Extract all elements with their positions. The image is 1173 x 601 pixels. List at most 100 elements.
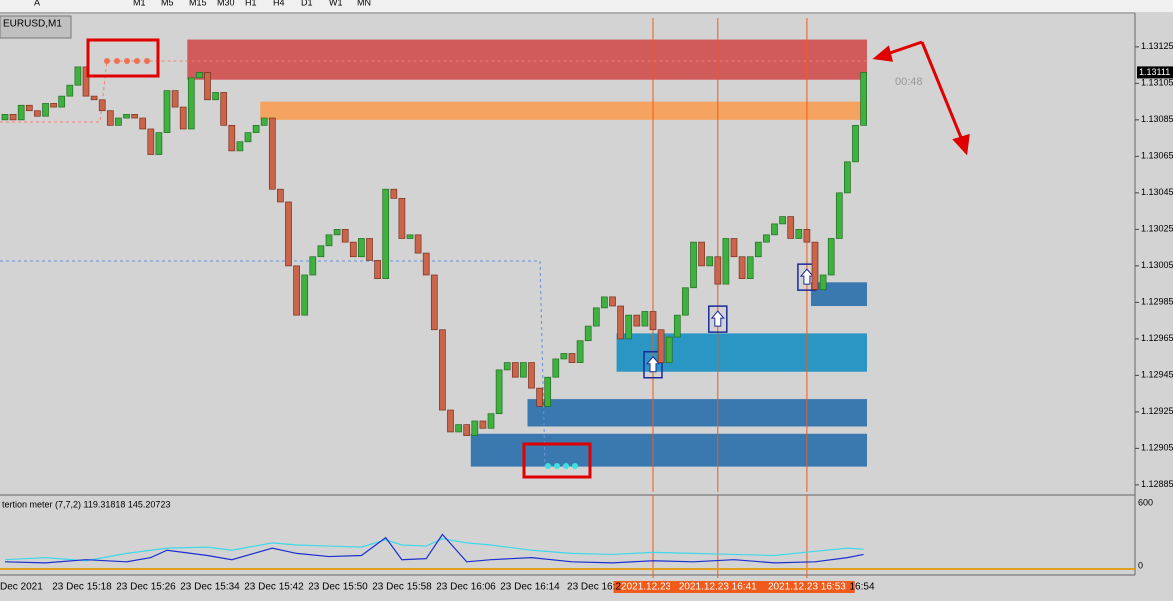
dots: [104, 58, 578, 469]
indicator: 0 600: [0, 497, 1153, 570]
candle-body: [503, 362, 511, 371]
candle-body: [285, 201, 292, 267]
candle-body: [601, 296, 608, 309]
candle-body: [738, 256, 746, 279]
candle-body: [196, 72, 203, 79]
candle-body: [349, 241, 357, 258]
y-tick-label: 1.12925: [1141, 406, 1173, 416]
candle-body: [722, 238, 730, 285]
candle-body: [430, 274, 438, 331]
y-tick-label: 1.13065: [1141, 151, 1173, 161]
candle-body: [771, 223, 778, 236]
candle-body: [406, 234, 414, 239]
candle-body: [252, 124, 260, 133]
y-tick-label: 1.13125: [1141, 41, 1173, 51]
candle-body: [139, 117, 147, 130]
candle-body: [98, 99, 106, 112]
price-box: [1137, 66, 1173, 79]
toolbar-item: D1: [301, 0, 313, 7]
candle-body: [325, 234, 333, 247]
indicator-line: [4, 533, 864, 564]
highlight-box: [86, 38, 160, 78]
candle-body: [665, 336, 673, 363]
arrows: [872, 40, 970, 156]
candle-body: [9, 114, 17, 121]
y-tick-label: 1.13045: [1141, 187, 1173, 197]
x-tick-label: 23 Dec 16:2: [567, 582, 621, 593]
x-tick-label: 23 Dec 15:42: [244, 582, 304, 593]
x-tick-label: 23 Dec 15:26: [116, 582, 176, 593]
dot: [134, 58, 140, 64]
candle-body: [706, 256, 714, 267]
candle-body: [528, 362, 535, 389]
candle-body: [131, 114, 138, 119]
candle-body: [228, 124, 236, 152]
candle-body: [641, 311, 649, 327]
candle-body: [187, 77, 195, 130]
zone: [527, 399, 867, 427]
dot: [563, 463, 569, 469]
candle-body: [82, 66, 90, 97]
candle-body: [819, 274, 827, 290]
candle-body: [147, 128, 155, 155]
candle-body: [617, 305, 624, 340]
dot: [124, 58, 130, 64]
y-tick-label: 1.12985: [1141, 297, 1173, 307]
candle-body: [268, 117, 276, 190]
toolbar-item: H4: [273, 0, 285, 7]
candle-body: [390, 188, 398, 199]
candle-body: [495, 369, 503, 415]
candle-body: [244, 132, 252, 143]
toolbar-item: A: [34, 0, 40, 7]
candle-body: [787, 216, 795, 239]
toolbar-item: MN: [357, 0, 371, 7]
candle-body: [690, 241, 697, 289]
candle-body: [106, 110, 114, 126]
toolbar: [0, 0, 1173, 12]
candle-body: [50, 103, 57, 108]
candle-body: [422, 252, 430, 276]
candle-body: [74, 66, 82, 86]
candle-body: [42, 103, 49, 117]
x-tick-label: 23 Dec 16:06: [436, 582, 496, 593]
toolbar-items: A M1 M5 M15 M30 H1 H4 D1 W1 MN: [34, 0, 371, 7]
toolbar-item: M5: [161, 0, 174, 7]
toolbar-item: M15: [189, 0, 207, 7]
marker-label: 2021.12.23 16:53: [768, 582, 846, 593]
indicator-tick-label: 600: [1138, 497, 1153, 507]
x-tick-label: 23 Dec 15:50: [308, 582, 368, 593]
indicator-line: [4, 538, 864, 562]
candle-body: [366, 238, 373, 261]
candle-body: [293, 265, 300, 316]
candle-body: [317, 245, 325, 258]
candle-body: [852, 124, 859, 163]
candle-body: [730, 238, 738, 258]
candle-body: [301, 274, 309, 316]
dot: [144, 58, 150, 64]
highlight-box: [522, 442, 592, 479]
zone: [187, 39, 868, 80]
price-axis: 1.12885 1.12905 1.12925 1.12945 1.12965 1.129…: [1135, 41, 1173, 489]
symbol: EURUSD,M1: [3, 19, 62, 30]
candle-body: [560, 353, 568, 360]
candle-body: [625, 314, 633, 340]
dashed-level: [0, 260, 580, 467]
toolbar-item: W1: [329, 0, 343, 7]
candle-body: [536, 387, 543, 407]
dot: [114, 58, 120, 64]
marker-label: 2021.12.23 16:41: [679, 582, 757, 593]
candle-body: [171, 90, 179, 108]
candle-body: [682, 287, 689, 316]
arrow-head: [872, 45, 893, 62]
candle-body: [698, 241, 705, 267]
x-tick-label: 16:54: [849, 582, 874, 593]
symbol-box: [0, 15, 72, 39]
candle-body: [309, 256, 317, 276]
candle-body: [277, 188, 284, 203]
dot: [104, 58, 110, 64]
candle-body: [447, 409, 454, 433]
candle-body: [544, 376, 552, 407]
